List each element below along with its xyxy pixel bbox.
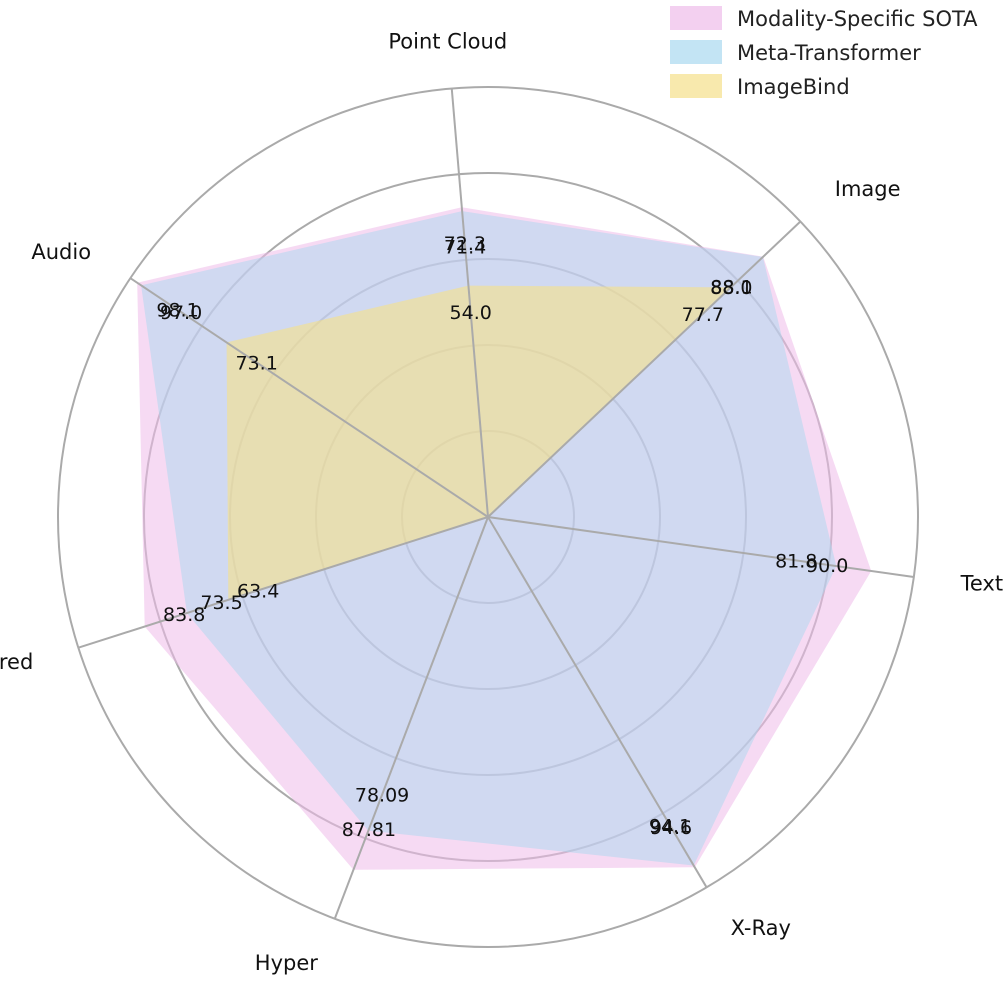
- legend-label-imagebind: ImageBind: [737, 75, 850, 99]
- grid-ring: [57, 86, 919, 948]
- value-label-imagebind-image: 77.7: [682, 304, 724, 326]
- axis-spoke: [78, 516, 489, 649]
- axis-spoke: [450, 88, 489, 518]
- value-label-meta-transformer-audio: 97.0: [160, 302, 202, 324]
- axis-spokes: [78, 88, 914, 920]
- axis-label-image: Image: [835, 177, 901, 201]
- value-label-meta-transformer-point-cloud: 71.4: [444, 236, 486, 258]
- value-label-modality-specific-sota-hyper: 87.81: [342, 819, 396, 841]
- value-label-modality-specific-sota-infrared: 83.8: [163, 604, 205, 626]
- value-label-modality-specific-sota-point-cloud: 72.3: [444, 233, 486, 255]
- value-label-imagebind-audio: 73.1: [236, 353, 278, 375]
- axis-label-point-cloud: Point Cloud: [388, 29, 507, 53]
- legend-label-meta-transformer: Meta-Transformer: [737, 41, 921, 65]
- axis-spoke: [333, 516, 489, 920]
- legend-swatch-meta-transformer: [670, 40, 722, 64]
- axis-label-x-ray: X-Ray: [731, 916, 791, 940]
- value-label-meta-transformer-infrared: 73.5: [200, 592, 242, 614]
- legend-swatch-imagebind: [670, 74, 722, 98]
- axis-spoke: [129, 277, 489, 518]
- axis-spoke: [487, 516, 708, 888]
- value-label-modality-specific-sota-text: 90.0: [806, 555, 848, 577]
- value-label-modality-specific-sota-audio: 98.1: [156, 300, 198, 322]
- value-label-meta-transformer-text: 81.8: [775, 550, 817, 572]
- value-label-imagebind-infrared: 63.4: [237, 580, 279, 602]
- series-area-imagebind: [226, 285, 731, 600]
- value-label-meta-transformer-x-ray: 94.1: [649, 815, 691, 837]
- value-labels: 90.0 88.1 72.3 98.1 83.8 87.81 94.6 81.8 88.0 71.…: [156, 233, 848, 841]
- value-label-meta-transformer-image: 88.0: [710, 277, 752, 299]
- legend-swatch-modality-specific-sota: [670, 6, 722, 30]
- legend-label-modality-specific-sota: Modality-Specific SOTA: [737, 7, 978, 31]
- axis-labels: Text Image Point Cloud Audio Infrared Hyper X-…: [0, 29, 1003, 975]
- series-layer: [137, 207, 872, 870]
- value-label-imagebind-point-cloud: 54.0: [450, 302, 492, 324]
- axis-label-hyper: Hyper: [255, 951, 318, 975]
- axis-label-infrared: Infrared: [0, 650, 33, 674]
- axis-label-audio: Audio: [31, 240, 91, 264]
- value-label-modality-specific-sota-image: 88.1: [710, 277, 752, 299]
- axis-spoke: [487, 516, 914, 578]
- legend: Modality-Specific SOTA Meta-Transformer Im…: [670, 6, 978, 99]
- value-label-meta-transformer-hyper: 78.09: [355, 785, 409, 807]
- value-label-modality-specific-sota-x-ray: 94.6: [650, 817, 692, 839]
- axis-spoke: [487, 220, 802, 518]
- axis-label-text: Text: [960, 572, 1003, 596]
